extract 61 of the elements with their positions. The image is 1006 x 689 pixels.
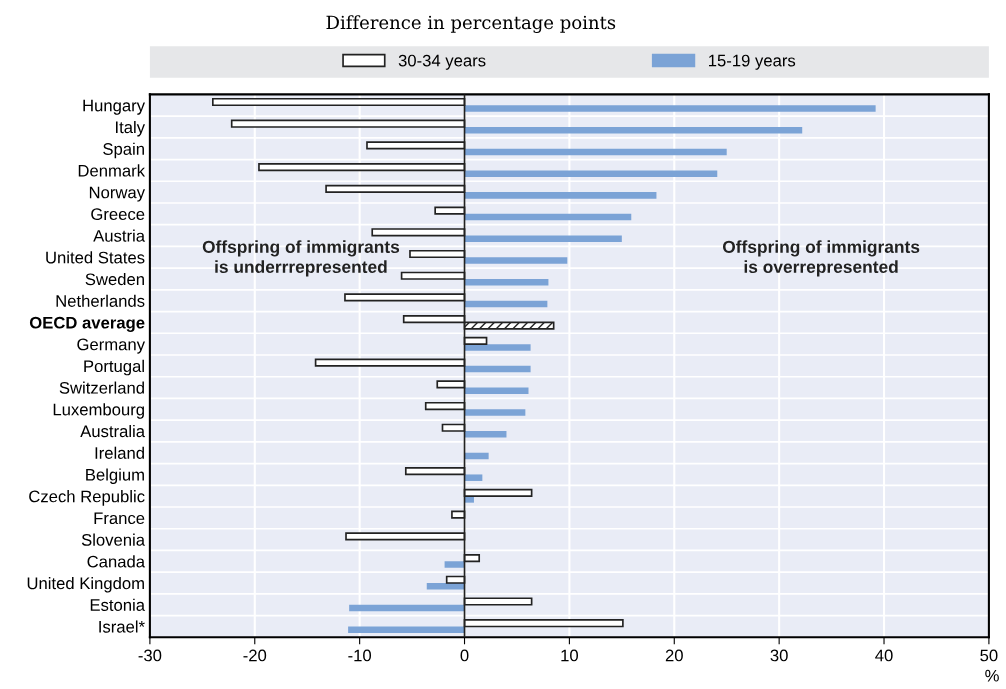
x-tick-label: 40 bbox=[875, 649, 893, 662]
bar bbox=[464, 170, 718, 177]
x-tick-label: -30 bbox=[138, 649, 162, 662]
bar bbox=[349, 604, 465, 612]
bar bbox=[464, 474, 483, 481]
y-tick-label: Portugal bbox=[84, 359, 144, 376]
y-tick-label: Netherlands bbox=[56, 294, 145, 307]
bar bbox=[464, 235, 622, 243]
y-tick-label: Italy bbox=[116, 120, 145, 137]
x-axis-title: % bbox=[985, 669, 999, 682]
y-tick-label: United States bbox=[46, 251, 145, 264]
bar bbox=[348, 626, 465, 633]
x-tick-label: 20 bbox=[665, 649, 683, 662]
annotation: Offspring of immigrants is overrepresented bbox=[722, 240, 920, 277]
y-tick-label: Sweden bbox=[85, 272, 144, 286]
y-tick-label: Ireland bbox=[95, 446, 144, 459]
y-tick-label: Belgium bbox=[86, 468, 144, 484]
y-tick-label: Estonia bbox=[90, 598, 146, 611]
y-tick-label: Germany bbox=[77, 338, 146, 354]
bar bbox=[464, 105, 876, 112]
bar bbox=[464, 387, 529, 395]
bar bbox=[426, 583, 465, 590]
bar bbox=[464, 452, 489, 460]
x-tick-label: 10 bbox=[561, 649, 579, 662]
x-tick-label: 0 bbox=[460, 649, 469, 662]
x-tick-label: -20 bbox=[243, 649, 267, 662]
bar bbox=[464, 278, 549, 286]
x-tick-label: -10 bbox=[348, 649, 372, 662]
y-tick-label: Greece bbox=[91, 208, 145, 221]
bar bbox=[464, 344, 531, 351]
y-tick-label: Australia bbox=[80, 424, 146, 438]
x-tick-label: 30 bbox=[770, 649, 788, 662]
y-tick-label: Israel* bbox=[99, 620, 145, 633]
y-tick-label: Austria bbox=[93, 229, 146, 242]
bar bbox=[464, 365, 531, 373]
y-tick-label: Spain bbox=[103, 142, 144, 159]
bar bbox=[464, 192, 657, 199]
y-tick-label: Canada bbox=[87, 555, 146, 568]
y-tick-label: Switzerland bbox=[59, 381, 144, 394]
bar bbox=[464, 148, 727, 156]
y-tick-label: Norway bbox=[89, 186, 145, 202]
chart-subtitle: Difference in percentage points bbox=[326, 15, 616, 33]
y-tick-label: Luxembourg bbox=[53, 403, 144, 419]
y-tick-label: France bbox=[94, 512, 145, 525]
y-tick-label: Czech Republic bbox=[29, 490, 145, 506]
legend-label: 30-34 years bbox=[398, 54, 486, 70]
y-tick-label: Slovenia bbox=[81, 533, 146, 546]
x-tick-label: 50 bbox=[980, 649, 998, 662]
bar bbox=[464, 126, 803, 134]
bar bbox=[444, 561, 465, 568]
y-tick-label: OECD average bbox=[29, 316, 145, 332]
annotation: Offspring of immigrants is underrrepresented bbox=[202, 240, 400, 277]
y-tick-label: Hungary bbox=[83, 99, 146, 115]
bar bbox=[464, 409, 526, 416]
legend-label: 15-19 years bbox=[709, 54, 796, 70]
bar bbox=[464, 213, 632, 221]
y-tick-label: United Kingdom bbox=[27, 576, 144, 593]
bar bbox=[464, 300, 548, 308]
bar bbox=[464, 431, 507, 438]
bar bbox=[464, 257, 568, 264]
y-tick-label: Denmark bbox=[78, 164, 146, 177]
